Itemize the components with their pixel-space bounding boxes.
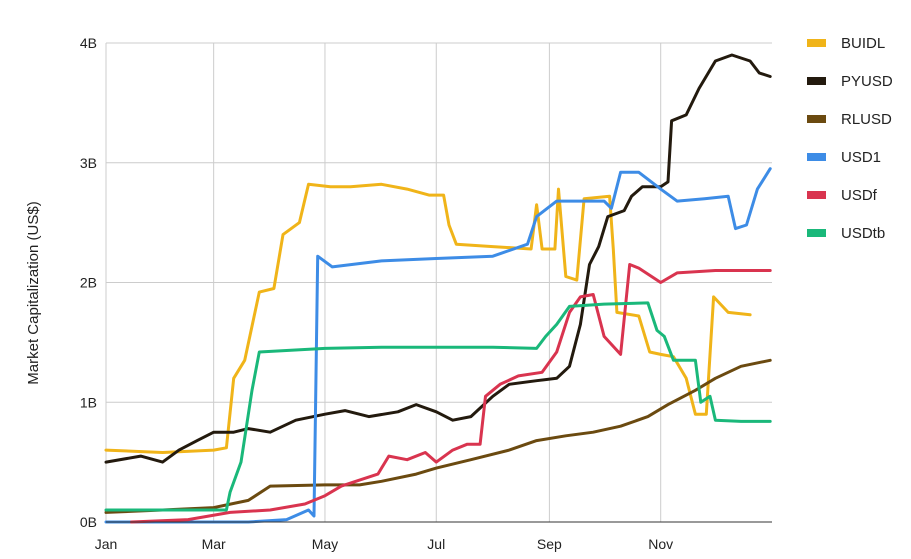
legend-swatch-usdtb [807,229,826,237]
legend-label-usdtb: USDtb [841,225,885,242]
y-axis-title: Market Capitalization (US$) [25,201,42,384]
y-tick-label: 2B [80,275,97,291]
series-lines [104,53,772,524]
x-tick-label: Mar [202,536,226,552]
x-tick-label: Nov [648,536,673,552]
y-tick-label: 1B [80,394,97,410]
series-line-usdf [130,263,772,524]
x-tick-label: Jan [95,536,118,552]
y-tick-label: 0B [80,514,97,530]
legend-label-pyusd: PYUSD [841,73,893,90]
axes: 0B 1B 2B 3B 4B Jan Mar May Jul Sep Nov [80,35,772,552]
legend-swatch-rlusd [807,115,826,123]
series-line-pyusd [104,53,772,464]
x-tick-label: Jul [427,536,445,552]
series-line-rlusd [104,358,772,514]
legend-label-rlusd: RLUSD [841,111,892,128]
legend-label-usd1: USD1 [841,149,881,166]
legend-label-buidl: BUIDL [841,35,885,52]
series-line-usdtb [104,301,772,512]
legend-label-usdf: USDf [841,187,878,204]
legend-swatch-usd1 [807,153,826,161]
x-tick-label: Sep [537,536,562,552]
legend: BUIDL PYUSD RLUSD USD1 USDf USDtb [807,35,893,242]
series-line-usd1 [104,167,772,524]
legend-swatch-buidl [807,39,826,47]
x-tick-label: May [312,536,338,552]
series-line-buidl [104,182,752,454]
legend-swatch-pyusd [807,77,826,85]
y-tick-label: 3B [80,155,97,171]
legend-swatch-usdf [807,191,826,199]
gridlines [105,42,772,523]
y-tick-label: 4B [80,35,97,51]
